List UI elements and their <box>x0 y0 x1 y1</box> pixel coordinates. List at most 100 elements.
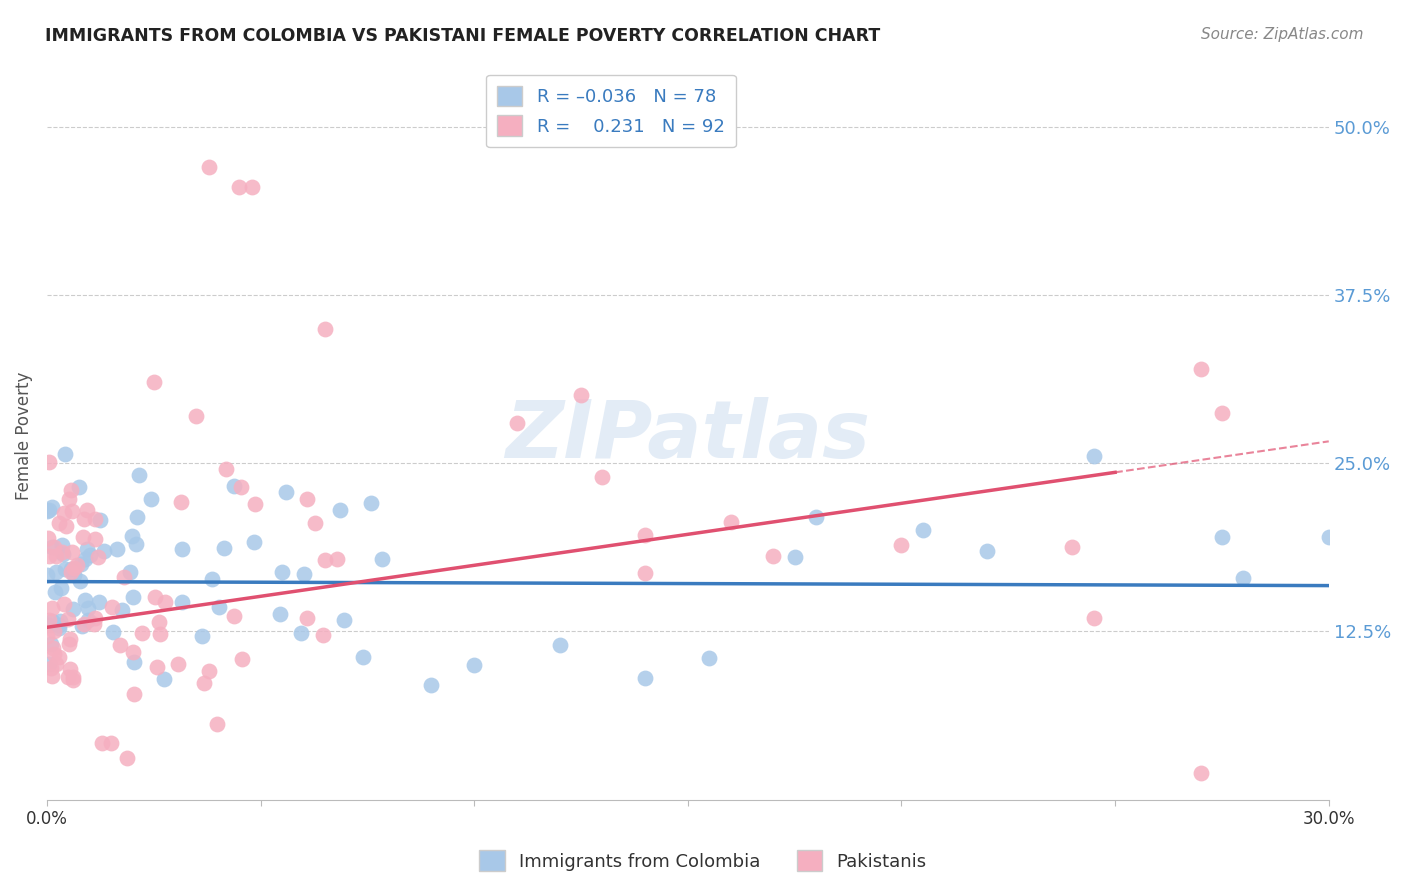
Point <box>314 321 336 335</box>
Point <box>73 617 96 632</box>
Point <box>60 562 83 576</box>
Point <box>193 675 215 690</box>
Point <box>45 549 67 563</box>
Point <box>166 657 188 671</box>
Point <box>463 657 485 672</box>
Point <box>105 541 128 556</box>
Point <box>37 629 59 643</box>
Point <box>45 657 67 671</box>
Point <box>45 565 67 579</box>
Point <box>100 736 122 750</box>
Point <box>39 637 62 651</box>
Point <box>76 542 98 557</box>
Point <box>53 447 76 461</box>
Point <box>127 509 149 524</box>
Point <box>84 611 107 625</box>
Point <box>314 553 336 567</box>
Point <box>370 552 392 566</box>
Point <box>170 495 193 509</box>
Point <box>804 510 827 524</box>
Point <box>48 614 70 628</box>
Point <box>198 160 221 174</box>
Point <box>172 595 194 609</box>
Point <box>329 502 352 516</box>
Point <box>205 716 228 731</box>
Point <box>1189 362 1212 376</box>
Point <box>42 540 65 554</box>
Point <box>60 504 83 518</box>
Point <box>191 629 214 643</box>
Point <box>1189 765 1212 780</box>
Point <box>101 600 124 615</box>
Point <box>172 541 194 556</box>
Point <box>38 613 60 627</box>
Point <box>911 524 934 538</box>
Point <box>44 648 66 662</box>
Point <box>59 662 82 676</box>
Point <box>70 557 93 571</box>
Point <box>212 541 235 555</box>
Point <box>41 600 63 615</box>
Point <box>62 670 84 684</box>
Point <box>69 574 91 588</box>
Point <box>38 454 60 468</box>
Point <box>41 500 63 514</box>
Point <box>38 657 60 672</box>
Point <box>292 566 315 581</box>
Point <box>153 594 176 608</box>
Point <box>1062 540 1084 554</box>
Point <box>333 613 356 627</box>
Point <box>41 641 63 656</box>
Point <box>42 624 65 639</box>
Point <box>48 621 70 635</box>
Point <box>243 497 266 511</box>
Point <box>269 607 291 621</box>
Point <box>44 584 66 599</box>
Point <box>240 180 263 194</box>
Point <box>103 625 125 640</box>
Point <box>1083 450 1105 464</box>
Point <box>77 613 100 627</box>
Point <box>60 545 83 559</box>
Point <box>89 595 111 609</box>
Point <box>591 469 613 483</box>
Point <box>59 483 82 497</box>
Point <box>39 661 62 675</box>
Point <box>38 549 60 564</box>
Point <box>352 650 374 665</box>
Point <box>1232 570 1254 584</box>
Point <box>312 628 335 642</box>
Point <box>326 552 349 566</box>
Point <box>66 558 89 572</box>
Point <box>73 552 96 566</box>
Point <box>143 591 166 605</box>
Point <box>84 532 107 546</box>
Point <box>360 495 382 509</box>
Point <box>128 467 150 482</box>
Point <box>56 612 79 626</box>
Point <box>60 565 83 579</box>
Point <box>73 511 96 525</box>
Point <box>62 561 84 575</box>
Point <box>58 637 80 651</box>
Legend: Immigrants from Colombia, Pakistanis: Immigrants from Colombia, Pakistanis <box>472 843 934 879</box>
Point <box>83 616 105 631</box>
Point <box>93 543 115 558</box>
Point <box>70 618 93 632</box>
Point <box>1317 530 1340 544</box>
Point <box>108 639 131 653</box>
Point <box>122 655 145 669</box>
Point <box>420 678 443 692</box>
Text: IMMIGRANTS FROM COLOMBIA VS PAKISTANI FEMALE POVERTY CORRELATION CHART: IMMIGRANTS FROM COLOMBIA VS PAKISTANI FE… <box>45 27 880 45</box>
Point <box>37 531 59 545</box>
Text: Source: ZipAtlas.com: Source: ZipAtlas.com <box>1201 27 1364 42</box>
Point <box>111 603 134 617</box>
Point <box>72 530 94 544</box>
Point <box>58 670 80 684</box>
Point <box>58 491 80 506</box>
Point <box>53 562 76 576</box>
Point <box>506 416 529 430</box>
Point <box>548 638 571 652</box>
Point <box>228 180 250 194</box>
Point <box>569 388 592 402</box>
